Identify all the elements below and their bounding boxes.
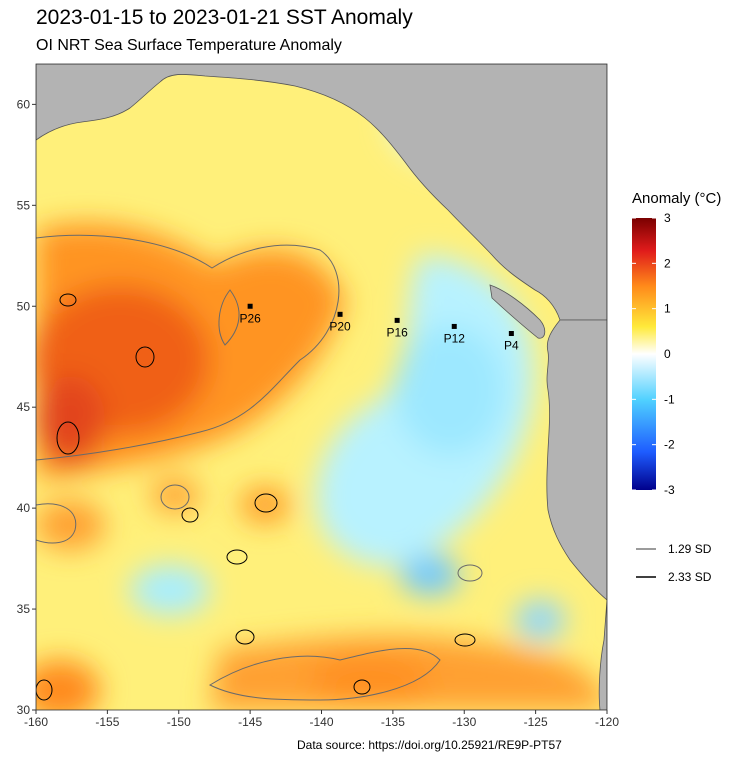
x-axis: -160 -155 -150 -145 -140 -135 -130 -125 -120 [24,710,619,729]
colorbar-tick-label: -2 [664,438,675,452]
y-tick-label: 30 [17,703,31,717]
station-marker [337,311,343,317]
colorbar-tick-label: 1 [664,302,671,316]
legend-label-2: 2.33 SD [668,570,712,584]
map-title: 2023-01-15 to 2023-01-21 SST Anomaly [36,6,413,29]
y-tick-label: 35 [17,602,31,616]
contour-legend: 1.29 SD 2.33 SD [636,542,712,584]
x-tick-label: -155 [95,715,119,729]
colorbar-tick-label: -3 [664,483,675,497]
y-tick-label: 40 [17,501,31,515]
contours [36,234,483,701]
station-label: P26 [239,311,261,325]
y-tick-label: 60 [17,97,31,111]
stations: P26 P20 P16 P12 P4 [239,303,519,353]
legend-label-1: 1.29 SD [668,542,712,556]
station-label: P16 [386,325,408,339]
map-subtitle: OI NRT Sea Surface Temperature Anomaly [36,37,342,54]
station-label: P4 [504,339,519,353]
station-marker [508,331,514,337]
colorbar-tick-label: 3 [664,211,671,225]
legend-title: Anomaly (°C) [632,190,721,207]
colorbar-tick-label: 0 [664,347,671,361]
colorbar-ticks: 3 2 1 0 -1 -2 -3 [632,211,675,497]
land [36,64,607,710]
station-label: P12 [444,331,466,345]
x-tick-label: -145 [238,715,262,729]
x-tick-label: -135 [381,715,405,729]
colorbar-tick-label: -1 [664,392,675,406]
station-marker [247,303,253,309]
station-marker [451,323,457,329]
station-label: P20 [329,319,351,333]
colorbar-tick-label: 2 [664,256,671,270]
x-tick-label: -120 [595,715,619,729]
data-source: Data source: https://doi.org/10.25921/RE… [297,738,562,752]
y-axis: 30 35 40 45 50 55 60 [17,97,36,717]
sst-field [36,64,607,710]
x-tick-label: -160 [24,715,48,729]
station-marker [394,317,400,323]
x-tick-label: -150 [167,715,191,729]
y-tick-label: 55 [17,198,31,212]
x-tick-label: -140 [309,715,333,729]
x-tick-label: -130 [452,715,476,729]
x-tick-label: -125 [524,715,548,729]
y-tick-label: 50 [17,299,31,313]
y-tick-label: 45 [17,400,31,414]
